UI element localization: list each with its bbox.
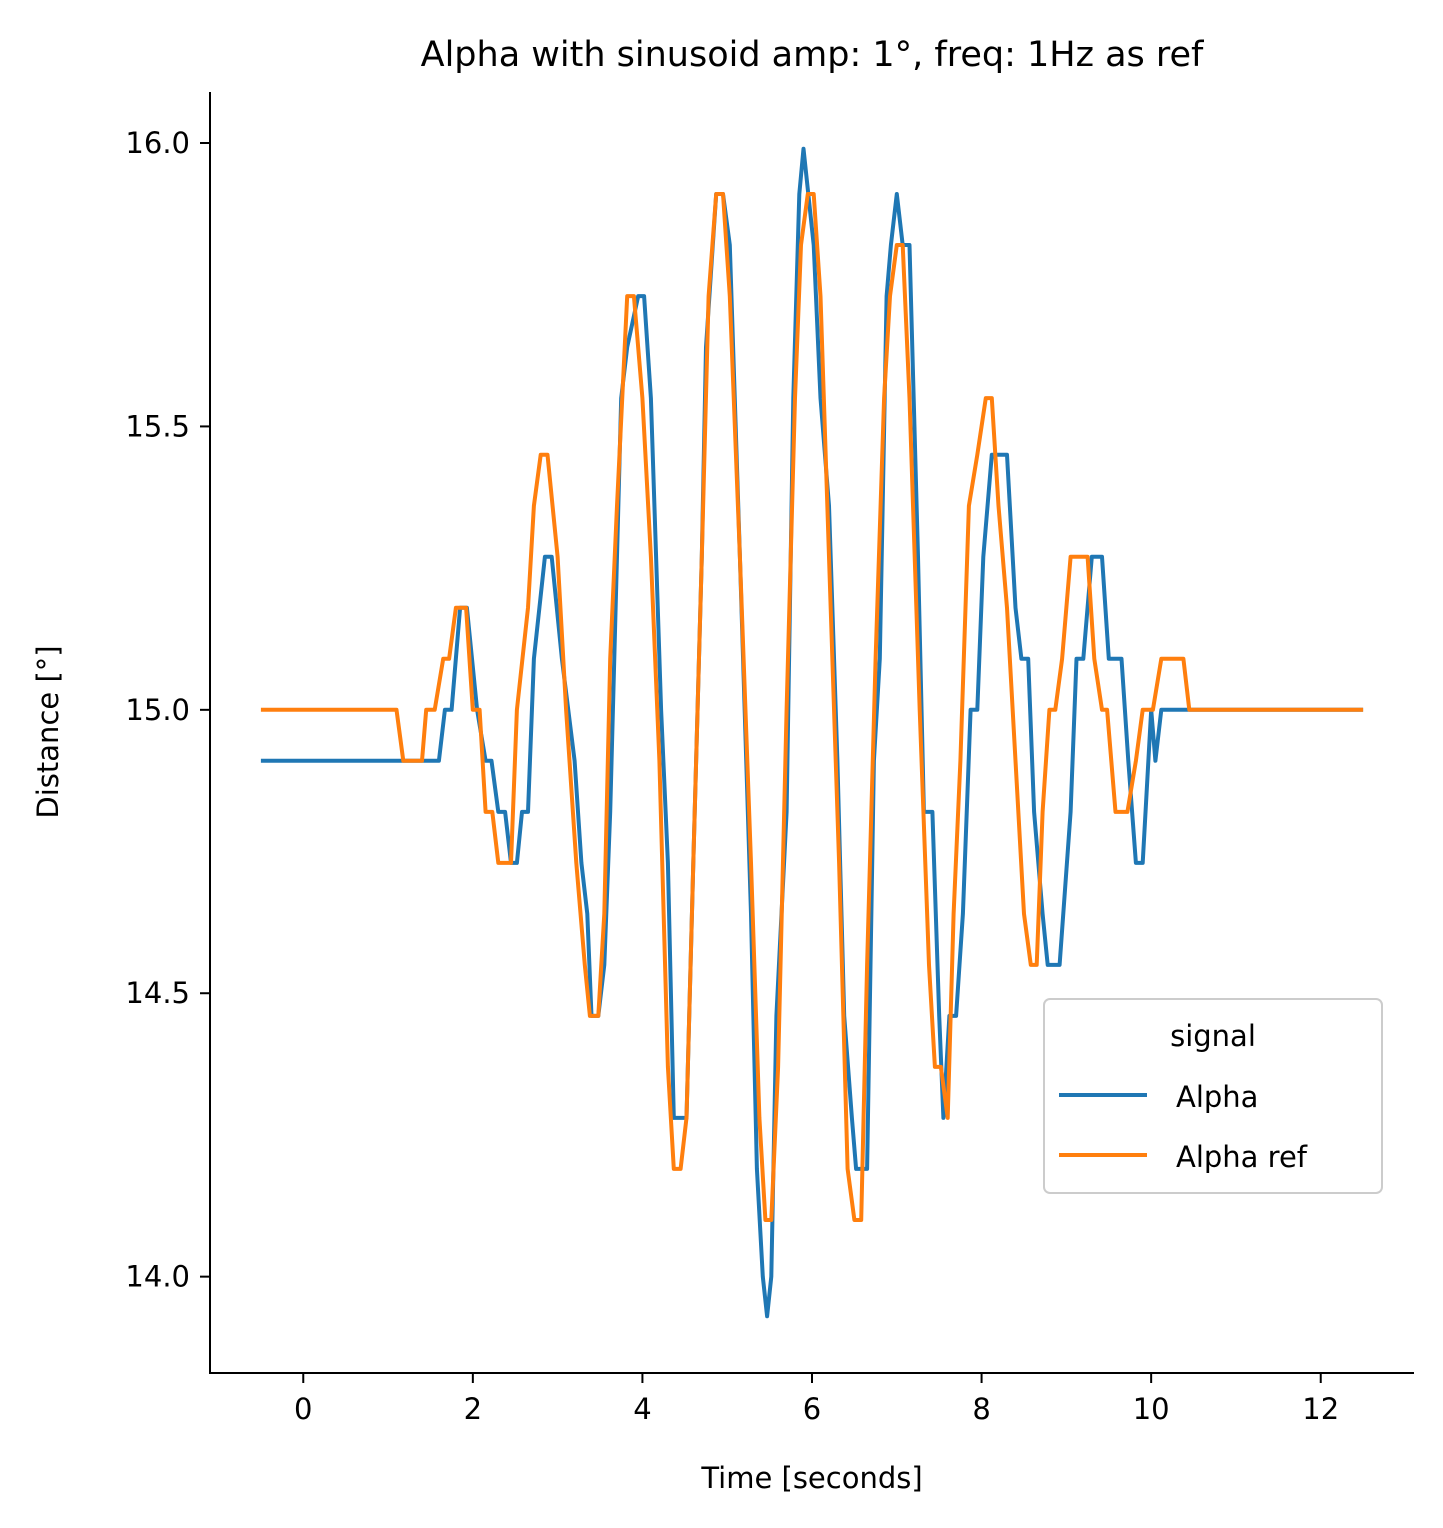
x-tick-label: 10 (1133, 1392, 1170, 1426)
legend-label-alpha: Alpha (1176, 1080, 1258, 1114)
x-tick-label: 4 (633, 1392, 651, 1426)
x-tick-label: 0 (294, 1392, 312, 1426)
x-tick-label: 6 (803, 1392, 821, 1426)
y-ticks: 14.0 14.5 15.0 15.5 16.0 (125, 126, 210, 1294)
x-tick-label: 8 (972, 1392, 990, 1426)
series-line-alpha (260, 146, 1364, 1319)
legend-title: signal (1170, 1019, 1256, 1053)
y-tick-label: 15.0 (125, 693, 190, 727)
y-tick-label: 15.5 (125, 409, 190, 443)
series-line-alpha-ref (260, 192, 1364, 1222)
y-tick-label: 14.5 (125, 976, 190, 1010)
y-tick-label: 14.0 (125, 1260, 190, 1294)
legend-frame (1043, 998, 1383, 1194)
chart-title: Alpha with sinusoid amp: 1°, freq: 1Hz a… (421, 35, 1204, 75)
x-axis-title: Time [seconds] (700, 1461, 922, 1495)
x-ticks: 0 2 4 6 8 10 12 (294, 1373, 1339, 1426)
legend-label-alpha-ref: Alpha ref (1176, 1140, 1308, 1174)
y-axis-title: Distance [°] (31, 645, 65, 818)
legend: signal Alpha Alpha ref (1043, 998, 1383, 1194)
y-tick-label: 16.0 (125, 126, 190, 160)
x-tick-label: 12 (1302, 1392, 1339, 1426)
plot-lines (260, 146, 1364, 1319)
x-tick-label: 2 (464, 1392, 482, 1426)
